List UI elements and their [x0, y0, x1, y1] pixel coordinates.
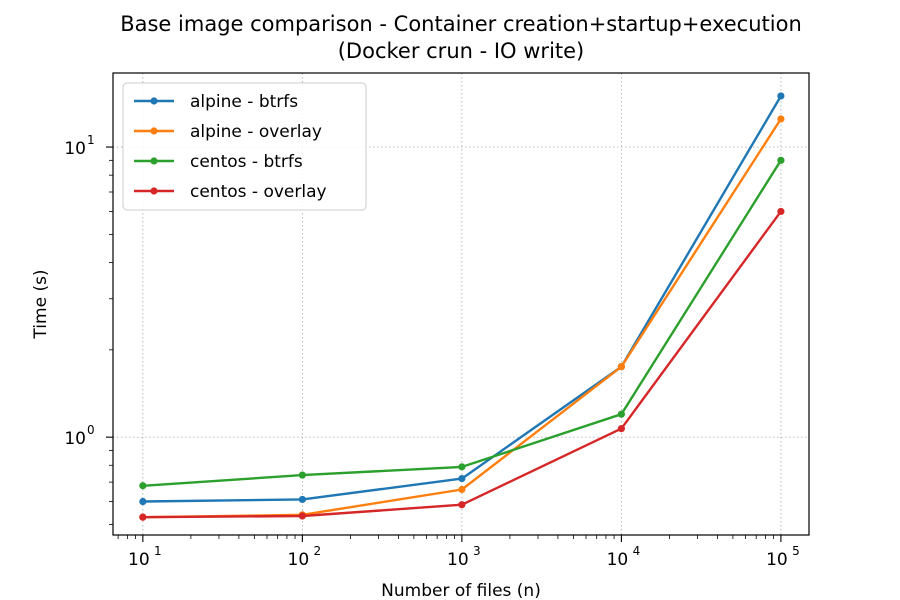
legend-entry: centos - overlay	[190, 182, 327, 202]
x-tick-label: 10	[766, 550, 788, 570]
data-point	[777, 115, 785, 123]
data-point	[617, 363, 625, 371]
data-point	[139, 497, 147, 506]
data-point	[777, 92, 785, 100]
x-tick-label: 10	[128, 550, 150, 570]
data-point	[139, 482, 147, 490]
legend-entry: alpine - btrfs	[190, 92, 298, 112]
x-tick-exponent: 3	[473, 544, 481, 558]
data-point	[298, 495, 306, 504]
y-tick-label: 10	[64, 429, 86, 449]
data-point	[458, 474, 466, 483]
x-tick-label: 10	[607, 550, 629, 570]
x-tick-exponent: 1	[154, 544, 162, 558]
legend-marker	[150, 157, 158, 165]
data-point	[458, 485, 466, 494]
legend: alpine - btrfs alpine - overlay centos - b…	[122, 82, 367, 211]
legend-marker	[150, 187, 158, 195]
chart-title: Base image comparison - Container creati…	[120, 12, 802, 36]
y-axis-label: Time (s)	[31, 269, 51, 339]
plot-frame	[112, 72, 810, 536]
x-tick-label: 10	[288, 550, 310, 570]
legend-box	[122, 82, 367, 211]
x-tick-exponent: 4	[633, 544, 641, 558]
y-tick-exponent: 0	[87, 423, 95, 437]
data-point	[777, 207, 785, 216]
legend-entry: alpine - overlay	[190, 122, 322, 142]
data-point	[458, 501, 466, 509]
legend-marker	[150, 97, 158, 105]
series-layer	[139, 92, 785, 521]
axes: 10 1 10 2 10 3 10 4 10 510 010 1	[64, 133, 799, 570]
data-point	[617, 410, 625, 418]
chart-subtitle: (Docker crun - IO write)	[338, 39, 585, 63]
x-tick-exponent: 5	[792, 544, 800, 558]
legend-marker	[150, 127, 158, 135]
legend-entry: centos - btrfs	[190, 152, 303, 172]
y-tick-exponent: 1	[87, 133, 95, 147]
data-point	[139, 513, 147, 521]
data-point	[298, 512, 306, 520]
data-point	[298, 471, 306, 479]
y-tick-label: 10	[64, 139, 86, 159]
x-axis-label: Number of files (n)	[381, 581, 541, 600]
data-point	[458, 463, 466, 471]
data-point	[617, 425, 625, 433]
x-tick-label: 10	[447, 550, 469, 570]
x-tick-exponent: 2	[314, 544, 322, 558]
data-point	[777, 156, 785, 164]
